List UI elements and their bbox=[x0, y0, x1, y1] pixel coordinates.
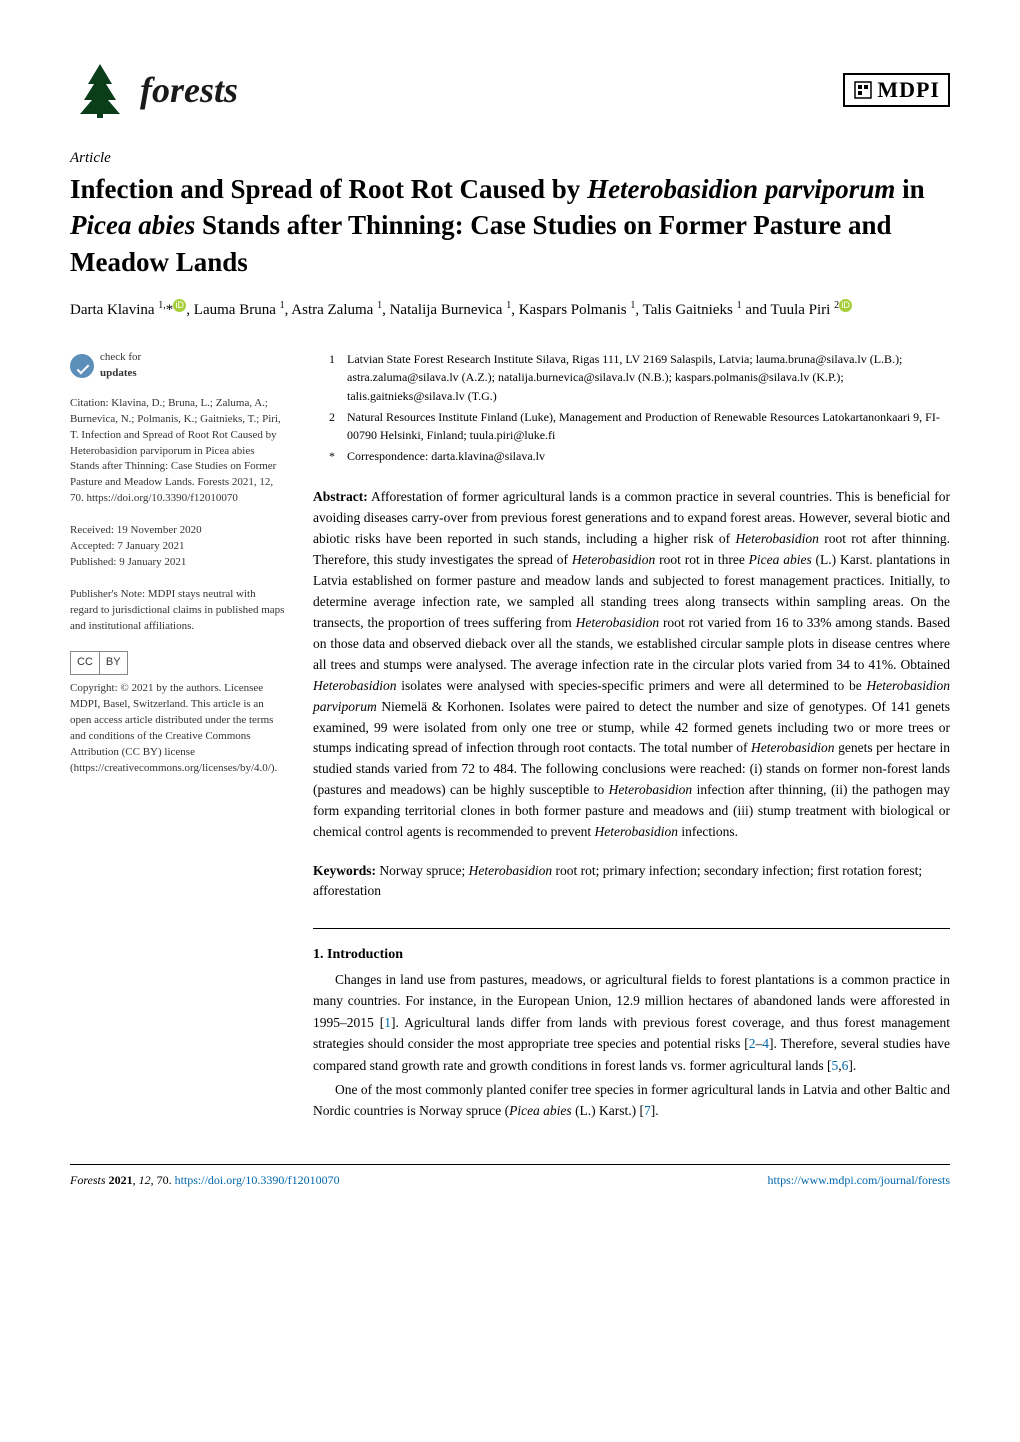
keywords: Keywords: Norway spruce; Heterobasidion … bbox=[313, 861, 950, 902]
mdpi-icon bbox=[853, 80, 873, 100]
received-date: Received: 19 November 2020 bbox=[70, 523, 285, 539]
cc-by-badge: CC BY bbox=[70, 651, 128, 675]
introduction-body: Changes in land use from pastures, meado… bbox=[313, 969, 950, 1122]
journal-tree-icon bbox=[70, 60, 130, 120]
accepted-date: Accepted: 7 January 2021 bbox=[70, 539, 285, 555]
section-heading-introduction: 1. Introduction bbox=[313, 947, 950, 963]
footer-left: Forests 2021, 12, 70. https://doi.org/10… bbox=[70, 1173, 340, 1188]
page-footer: Forests 2021, 12, 70. https://doi.org/10… bbox=[70, 1164, 950, 1188]
abstract: Abstract: Afforestation of former agricu… bbox=[313, 487, 950, 843]
section-divider bbox=[313, 928, 950, 929]
publishers-note: Publisher's Note: MDPI stays neutral wit… bbox=[70, 587, 285, 635]
cc-icon: CC bbox=[71, 652, 100, 674]
correspondence: * Correspondence: darta.klavina@silava.l… bbox=[329, 447, 950, 466]
footer-right: https://www.mdpi.com/journal/forests bbox=[767, 1173, 950, 1188]
intro-paragraph-1: Changes in land use from pastures, meado… bbox=[313, 969, 950, 1077]
affiliation-2: 2 Natural Resources Institute Finland (L… bbox=[329, 408, 950, 445]
author-list: Darta Klavina 1,*iD, Lauma Bruna 1, Astr… bbox=[70, 298, 950, 322]
check-updates-text: check for updates bbox=[100, 350, 141, 382]
article-type: Article bbox=[70, 150, 950, 167]
copyright-text: Copyright: © 2021 by the authors. Licens… bbox=[70, 681, 285, 777]
license-block: CC BY Copyright: © 2021 by the authors. … bbox=[70, 651, 285, 777]
journal-brand: forests bbox=[70, 60, 238, 120]
publisher-name: MDPI bbox=[877, 77, 940, 103]
sidebar: check for updates Citation: Klavina, D.;… bbox=[70, 350, 285, 1124]
article-title: Infection and Spread of Root Rot Caused … bbox=[70, 171, 950, 280]
affiliations: 1 Latvian State Forest Research Institut… bbox=[313, 350, 950, 466]
page-header: forests MDPI bbox=[70, 60, 950, 120]
citation-block: Citation: Klavina, D.; Bruna, L.; Zaluma… bbox=[70, 396, 285, 508]
check-updates-icon bbox=[70, 354, 94, 378]
check-for-updates[interactable]: check for updates bbox=[70, 350, 285, 382]
affiliation-1: 1 Latvian State Forest Research Institut… bbox=[329, 350, 950, 406]
publisher-logo: MDPI bbox=[843, 73, 950, 107]
by-icon: BY bbox=[100, 652, 127, 674]
intro-paragraph-2: One of the most commonly planted conifer… bbox=[313, 1079, 950, 1122]
main-column: 1 Latvian State Forest Research Institut… bbox=[313, 350, 950, 1124]
dates-block: Received: 19 November 2020 Accepted: 7 J… bbox=[70, 523, 285, 571]
journal-name: forests bbox=[140, 69, 238, 111]
published-date: Published: 9 January 2021 bbox=[70, 555, 285, 571]
